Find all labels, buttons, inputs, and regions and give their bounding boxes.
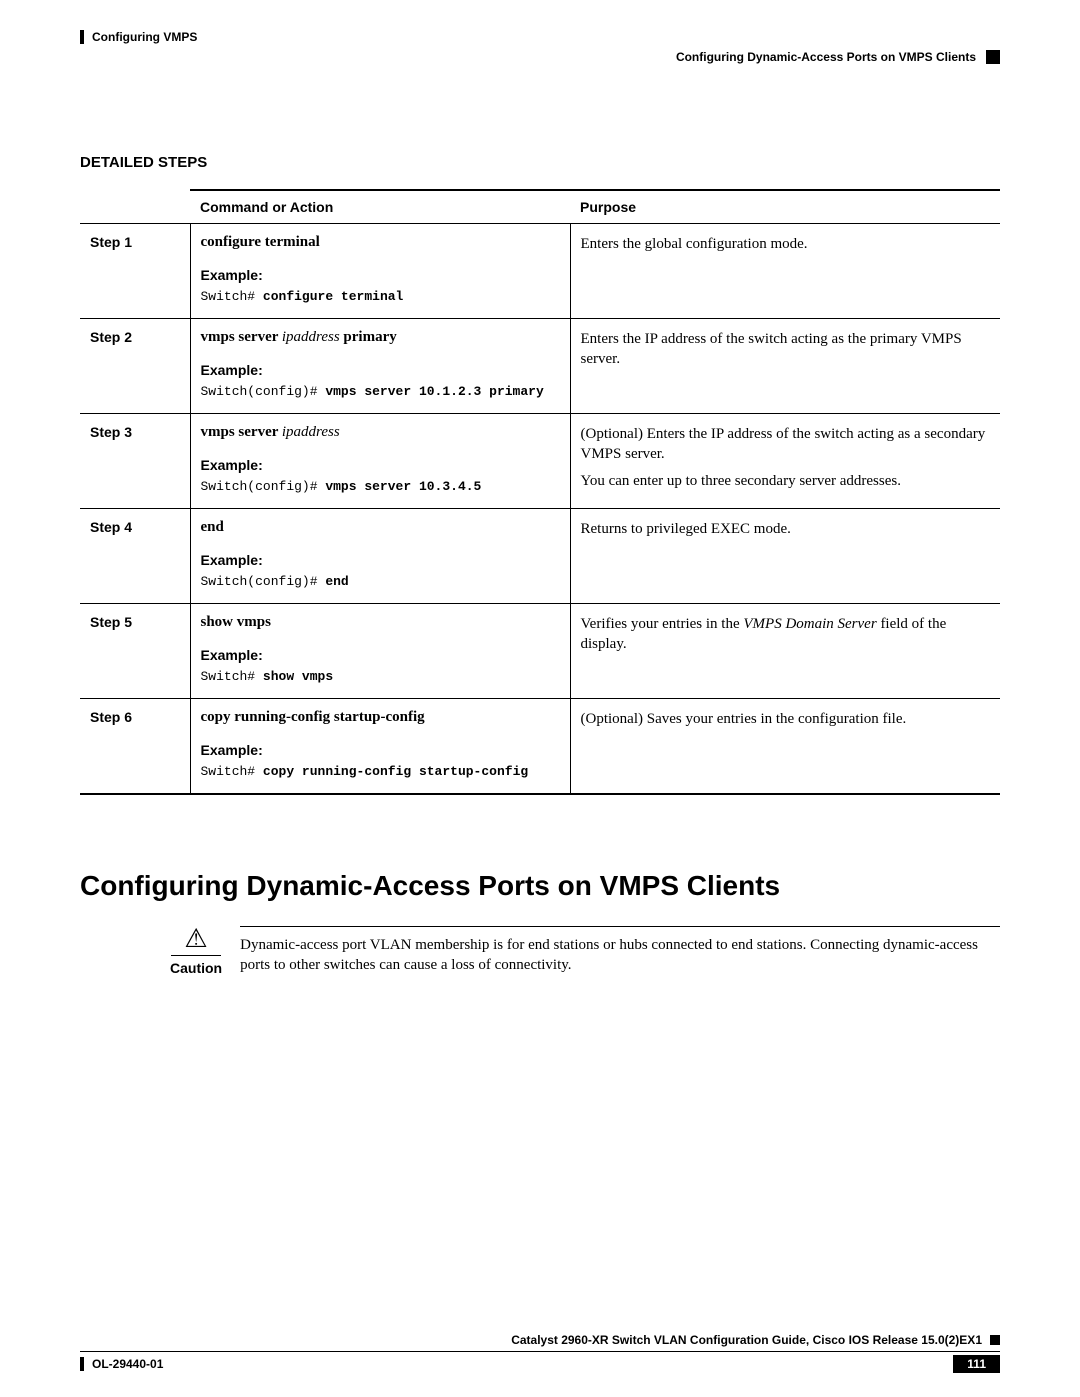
step-cell: Step 6 xyxy=(80,699,190,795)
example-code: Switch# configure terminal xyxy=(201,289,560,304)
step-cell: Step 4 xyxy=(80,509,190,604)
purpose-cell: Returns to privileged EXEC mode. xyxy=(570,509,1000,604)
table-row: Step 6copy running-config startup-config… xyxy=(80,699,1000,795)
example-code: Switch# copy running-config startup-conf… xyxy=(201,764,560,779)
step-cell: Step 2 xyxy=(80,319,190,414)
purpose-text: Verifies your entries in the VMPS Domain… xyxy=(581,614,991,655)
command-cell: vmps server ipaddress primary Example: Swi… xyxy=(190,319,570,414)
example-label: Example: xyxy=(201,267,560,283)
purpose-cell: Verifies your entries in the VMPS Domain… xyxy=(570,604,1000,699)
example-label: Example: xyxy=(201,552,560,568)
footer-square-icon xyxy=(990,1335,1000,1345)
header-bar-icon xyxy=(80,30,84,44)
step-cell: Step 1 xyxy=(80,224,190,319)
step-cell: Step 3 xyxy=(80,414,190,509)
caution-left: ⚠ Caution xyxy=(170,926,222,976)
th-purpose: Purpose xyxy=(570,190,1000,224)
example-label: Example: xyxy=(201,742,560,758)
purpose-text: (Optional) Enters the IP address of the … xyxy=(581,424,991,465)
footer-bottom-row: OL-29440-01 111 xyxy=(80,1351,1000,1373)
caution-right: Dynamic-access port VLAN membership is f… xyxy=(240,926,1000,976)
command-syntax: end xyxy=(201,519,560,536)
command-syntax: show vmps xyxy=(201,614,560,631)
page-footer: Catalyst 2960-XR Switch VLAN Configurati… xyxy=(80,1333,1000,1373)
caution-label: Caution xyxy=(170,960,222,976)
command-cell: end Example: Switch(config)# end xyxy=(190,509,570,604)
table-row: Step 4 end Example: Switch(config)# end Retu… xyxy=(80,509,1000,604)
table-row: Step 1 configure terminal Example: Switch# … xyxy=(80,224,1000,319)
header-square-icon xyxy=(986,50,1000,64)
example-code: Switch(config)# vmps server 10.3.4.5 xyxy=(201,479,560,494)
purpose-text: (Optional) Saves your entries in the con… xyxy=(581,709,991,729)
purpose-cell: Enters the global configuration mode. xyxy=(570,224,1000,319)
footer-left: OL-29440-01 xyxy=(80,1357,163,1371)
purpose-cell: (Optional) Enters the IP address of the … xyxy=(570,414,1000,509)
caution-text: Dynamic-access port VLAN membership is f… xyxy=(240,935,1000,976)
page-header: Configuring VMPS Configuring Dynamic-Acc… xyxy=(80,30,1000,64)
example-code: Switch(config)# end xyxy=(201,574,560,589)
command-syntax: vmps server ipaddress xyxy=(201,424,560,441)
caution-top-rule xyxy=(240,926,1000,927)
example-code: Switch# show vmps xyxy=(201,669,560,684)
big-heading: Configuring Dynamic-Access Ports on VMPS… xyxy=(80,870,1000,902)
command-syntax: copy running-config startup-config xyxy=(201,709,560,726)
purpose-text: Enters the global configuration mode. xyxy=(581,234,991,254)
page: Configuring VMPS Configuring Dynamic-Acc… xyxy=(0,0,1080,1397)
steps-table: Command or Action Purpose Step 1configur… xyxy=(80,189,1000,795)
command-syntax: configure terminal xyxy=(201,234,560,251)
example-label: Example: xyxy=(201,362,560,378)
example-label: Example: xyxy=(201,647,560,663)
header-sub-title: Configuring Dynamic-Access Ports on VMPS… xyxy=(676,50,976,64)
header-top-row: Configuring VMPS xyxy=(80,30,1000,44)
footer-bar-icon xyxy=(80,1357,84,1371)
section-heading: DETAILED STEPS xyxy=(80,154,1000,171)
caution-block: ⚠ Caution Dynamic-access port VLAN membe… xyxy=(170,926,1000,976)
th-step xyxy=(80,190,190,224)
command-syntax: vmps server ipaddress primary xyxy=(201,329,560,346)
footer-title-row: Catalyst 2960-XR Switch VLAN Configurati… xyxy=(80,1333,1000,1347)
command-cell: show vmps Example: Switch# show vmps xyxy=(190,604,570,699)
header-sub-row: Configuring Dynamic-Access Ports on VMPS… xyxy=(80,50,1000,64)
step-cell: Step 5 xyxy=(80,604,190,699)
caution-icon: ⚠ xyxy=(184,926,207,952)
th-command: Command or Action xyxy=(190,190,570,224)
command-cell: configure terminal Example: Switch# config… xyxy=(190,224,570,319)
command-cell: vmps server ipaddress Example: Switch(conf… xyxy=(190,414,570,509)
example-code: Switch(config)# vmps server 10.1.2.3 pri… xyxy=(201,384,560,399)
table-row: Step 5 show vmps Example: Switch# show vmps… xyxy=(80,604,1000,699)
footer-doc-id: OL-29440-01 xyxy=(92,1357,163,1371)
table-row: Step 2 vmps server ipaddress primary Examp… xyxy=(80,319,1000,414)
footer-guide-title: Catalyst 2960-XR Switch VLAN Configurati… xyxy=(511,1333,982,1347)
purpose-text-secondary: You can enter up to three secondary serv… xyxy=(581,471,991,491)
table-row: Step 3 vmps server ipaddress Example: Switc… xyxy=(80,414,1000,509)
purpose-cell: (Optional) Saves your entries in the con… xyxy=(570,699,1000,795)
footer-page-num: 111 xyxy=(953,1355,1000,1373)
caution-divider xyxy=(171,955,221,956)
command-cell: copy running-config startup-config Exampl… xyxy=(190,699,570,795)
purpose-text: Enters the IP address of the switch acti… xyxy=(581,329,991,370)
example-label: Example: xyxy=(201,457,560,473)
chapter-title: Configuring VMPS xyxy=(92,30,197,44)
purpose-cell: Enters the IP address of the switch acti… xyxy=(570,319,1000,414)
purpose-text: Returns to privileged EXEC mode. xyxy=(581,519,991,539)
